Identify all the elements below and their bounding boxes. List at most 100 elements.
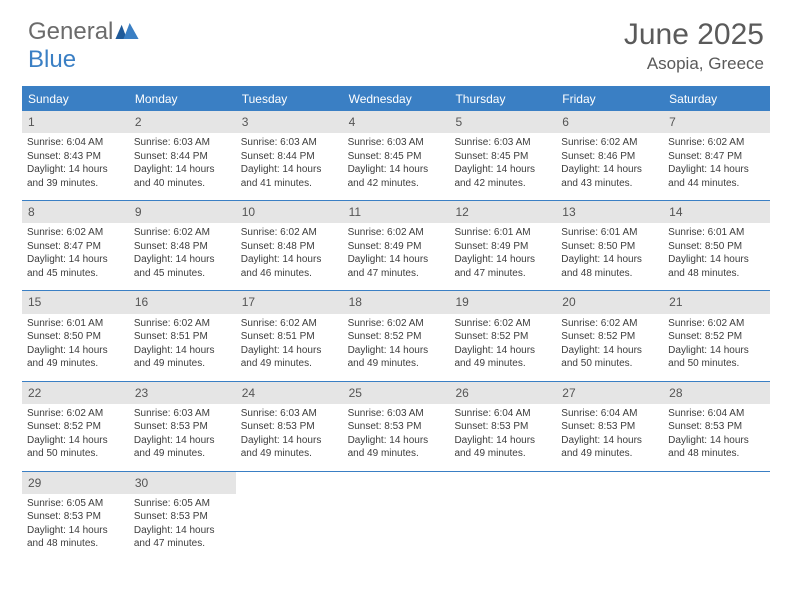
sunrise: Sunrise: 6:03 AM	[241, 407, 338, 421]
daylight-line1: Daylight: 14 hours	[668, 163, 765, 177]
empty-cell	[556, 472, 663, 561]
sunset: Sunset: 8:43 PM	[27, 150, 124, 164]
day-cell: 3Sunrise: 6:03 AMSunset: 8:44 PMDaylight…	[236, 111, 343, 200]
day-cell: 26Sunrise: 6:04 AMSunset: 8:53 PMDayligh…	[449, 382, 556, 471]
sunrise: Sunrise: 6:02 AM	[348, 317, 445, 331]
day-cell: 5Sunrise: 6:03 AMSunset: 8:45 PMDaylight…	[449, 111, 556, 200]
daylight-line2: and 45 minutes.	[27, 267, 124, 281]
daylight-line2: and 48 minutes.	[668, 267, 765, 281]
sunrise: Sunrise: 6:04 AM	[454, 407, 551, 421]
day-cell: 15Sunrise: 6:01 AMSunset: 8:50 PMDayligh…	[22, 291, 129, 380]
daylight-line1: Daylight: 14 hours	[134, 344, 231, 358]
day-body: Sunrise: 6:01 AMSunset: 8:50 PMDaylight:…	[556, 223, 663, 290]
day-cell: 25Sunrise: 6:03 AMSunset: 8:53 PMDayligh…	[343, 382, 450, 471]
dow-thu: Thursday	[449, 87, 556, 111]
day-body: Sunrise: 6:02 AMSunset: 8:49 PMDaylight:…	[343, 223, 450, 290]
empty-cell	[449, 472, 556, 561]
sunrise: Sunrise: 6:02 AM	[241, 226, 338, 240]
daylight-line1: Daylight: 14 hours	[348, 163, 445, 177]
sunrise: Sunrise: 6:04 AM	[561, 407, 658, 421]
location: Asopia, Greece	[624, 54, 764, 74]
day-body: Sunrise: 6:02 AMSunset: 8:51 PMDaylight:…	[129, 314, 236, 381]
logo: GeneralBlue	[28, 18, 139, 74]
day-number: 13	[556, 201, 663, 223]
daylight-line2: and 49 minutes.	[454, 357, 551, 371]
daylight-line2: and 50 minutes.	[561, 357, 658, 371]
day-body: Sunrise: 6:03 AMSunset: 8:44 PMDaylight:…	[129, 133, 236, 200]
dow-row: Sunday Monday Tuesday Wednesday Thursday…	[22, 87, 770, 111]
dow-tue: Tuesday	[236, 87, 343, 111]
day-body: Sunrise: 6:03 AMSunset: 8:53 PMDaylight:…	[236, 404, 343, 471]
daylight-line1: Daylight: 14 hours	[134, 163, 231, 177]
day-cell: 28Sunrise: 6:04 AMSunset: 8:53 PMDayligh…	[663, 382, 770, 471]
week-row: 22Sunrise: 6:02 AMSunset: 8:52 PMDayligh…	[22, 382, 770, 472]
sunset: Sunset: 8:52 PM	[668, 330, 765, 344]
daylight-line2: and 42 minutes.	[348, 177, 445, 191]
daylight-line1: Daylight: 14 hours	[668, 434, 765, 448]
dow-mon: Monday	[129, 87, 236, 111]
sunset: Sunset: 8:52 PM	[27, 420, 124, 434]
day-body: Sunrise: 6:02 AMSunset: 8:47 PMDaylight:…	[663, 133, 770, 200]
sunset: Sunset: 8:53 PM	[27, 510, 124, 524]
sunrise: Sunrise: 6:05 AM	[134, 497, 231, 511]
day-cell: 21Sunrise: 6:02 AMSunset: 8:52 PMDayligh…	[663, 291, 770, 380]
day-body: Sunrise: 6:02 AMSunset: 8:52 PMDaylight:…	[22, 404, 129, 471]
empty-cell	[663, 472, 770, 561]
day-cell: 14Sunrise: 6:01 AMSunset: 8:50 PMDayligh…	[663, 201, 770, 290]
day-number: 10	[236, 201, 343, 223]
day-number: 19	[449, 291, 556, 313]
sunset: Sunset: 8:53 PM	[134, 420, 231, 434]
day-number: 6	[556, 111, 663, 133]
day-body: Sunrise: 6:05 AMSunset: 8:53 PMDaylight:…	[22, 494, 129, 561]
daylight-line2: and 50 minutes.	[27, 447, 124, 461]
dow-sat: Saturday	[663, 87, 770, 111]
logo-word2: Blue	[28, 46, 76, 73]
sunset: Sunset: 8:53 PM	[348, 420, 445, 434]
day-number: 3	[236, 111, 343, 133]
sunset: Sunset: 8:47 PM	[668, 150, 765, 164]
sunrise: Sunrise: 6:02 AM	[561, 317, 658, 331]
daylight-line1: Daylight: 14 hours	[348, 253, 445, 267]
day-cell: 9Sunrise: 6:02 AMSunset: 8:48 PMDaylight…	[129, 201, 236, 290]
sunset: Sunset: 8:48 PM	[134, 240, 231, 254]
day-body: Sunrise: 6:03 AMSunset: 8:44 PMDaylight:…	[236, 133, 343, 200]
daylight-line1: Daylight: 14 hours	[241, 253, 338, 267]
daylight-line2: and 46 minutes.	[241, 267, 338, 281]
sunset: Sunset: 8:49 PM	[348, 240, 445, 254]
day-body: Sunrise: 6:02 AMSunset: 8:48 PMDaylight:…	[129, 223, 236, 290]
day-number: 2	[129, 111, 236, 133]
day-cell: 8Sunrise: 6:02 AMSunset: 8:47 PMDaylight…	[22, 201, 129, 290]
daylight-line1: Daylight: 14 hours	[27, 434, 124, 448]
daylight-line2: and 49 minutes.	[134, 447, 231, 461]
sunset: Sunset: 8:45 PM	[454, 150, 551, 164]
sunset: Sunset: 8:53 PM	[668, 420, 765, 434]
day-number: 23	[129, 382, 236, 404]
day-number: 20	[556, 291, 663, 313]
day-body: Sunrise: 6:04 AMSunset: 8:53 PMDaylight:…	[556, 404, 663, 471]
day-cell: 2Sunrise: 6:03 AMSunset: 8:44 PMDaylight…	[129, 111, 236, 200]
day-body: Sunrise: 6:02 AMSunset: 8:52 PMDaylight:…	[663, 314, 770, 381]
day-number: 18	[343, 291, 450, 313]
daylight-line2: and 49 minutes.	[348, 357, 445, 371]
sunrise: Sunrise: 6:03 AM	[241, 136, 338, 150]
day-body: Sunrise: 6:01 AMSunset: 8:49 PMDaylight:…	[449, 223, 556, 290]
sunrise: Sunrise: 6:02 AM	[668, 317, 765, 331]
daylight-line1: Daylight: 14 hours	[668, 344, 765, 358]
day-number: 14	[663, 201, 770, 223]
daylight-line2: and 49 minutes.	[454, 447, 551, 461]
daylight-line1: Daylight: 14 hours	[27, 524, 124, 538]
day-body: Sunrise: 6:03 AMSunset: 8:45 PMDaylight:…	[449, 133, 556, 200]
daylight-line1: Daylight: 14 hours	[454, 163, 551, 177]
sunset: Sunset: 8:49 PM	[454, 240, 551, 254]
daylight-line2: and 49 minutes.	[27, 357, 124, 371]
day-number: 24	[236, 382, 343, 404]
daylight-line1: Daylight: 14 hours	[134, 524, 231, 538]
sunset: Sunset: 8:52 PM	[348, 330, 445, 344]
sunset: Sunset: 8:52 PM	[454, 330, 551, 344]
sunrise: Sunrise: 6:02 AM	[27, 226, 124, 240]
day-number: 26	[449, 382, 556, 404]
day-number: 21	[663, 291, 770, 313]
day-body: Sunrise: 6:05 AMSunset: 8:53 PMDaylight:…	[129, 494, 236, 561]
sunrise: Sunrise: 6:02 AM	[27, 407, 124, 421]
day-cell: 30Sunrise: 6:05 AMSunset: 8:53 PMDayligh…	[129, 472, 236, 561]
